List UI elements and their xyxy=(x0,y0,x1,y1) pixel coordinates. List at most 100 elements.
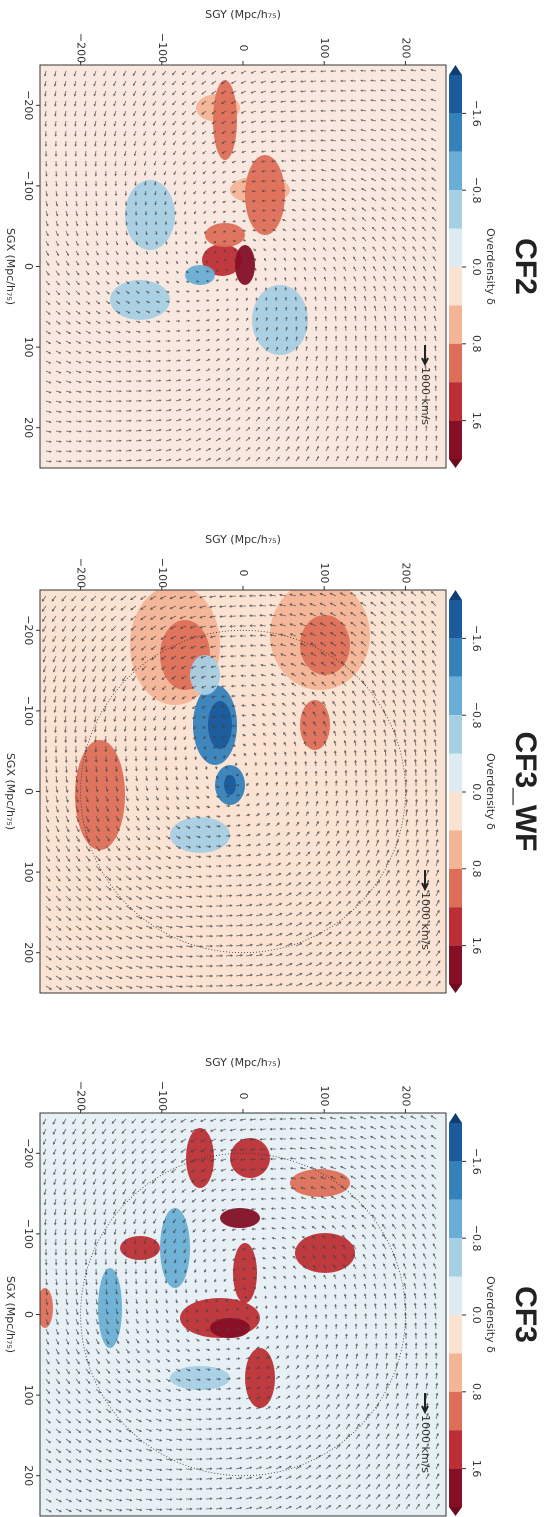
y-tick-label: 200 xyxy=(399,563,412,584)
colorbar-bin xyxy=(449,830,462,869)
density-blob xyxy=(98,1268,122,1348)
colorbar-bin xyxy=(449,113,462,152)
y-tick-label: 100 xyxy=(318,563,331,584)
y-axis-label: SGY (Mpc/h₇₅) xyxy=(205,533,281,546)
y-tick-label: −200 xyxy=(75,33,88,63)
colorbar-label: Overdensity δ xyxy=(484,753,497,830)
y-tick-label: −200 xyxy=(75,558,88,588)
density-blob xyxy=(170,817,230,853)
density-blob xyxy=(125,180,175,250)
density-blob xyxy=(213,80,237,160)
x-tick-label: 0 xyxy=(22,788,35,795)
y-tick-label: 0 xyxy=(237,570,250,577)
density-blob xyxy=(205,223,245,247)
colorbar-label: Overdensity δ xyxy=(484,1276,497,1353)
colorbar-bin xyxy=(449,1161,462,1200)
density-blob xyxy=(233,1243,257,1303)
colorbar-tick-label: 1.6 xyxy=(470,1460,483,1478)
colorbar-bin xyxy=(449,868,462,908)
y-tick-label: −200 xyxy=(75,1081,88,1111)
colorbar-extend xyxy=(449,590,462,600)
x-tick-label: 0 xyxy=(22,263,35,270)
colorbar-bin xyxy=(449,945,462,984)
x-tick-label: 200 xyxy=(22,1465,35,1486)
colorbar-tick-label: 1.6 xyxy=(470,412,483,430)
velocity-arrows xyxy=(41,591,441,990)
colorbar-bin xyxy=(449,420,462,459)
colorbar-tick-label: 0.0 xyxy=(470,783,483,801)
density-blob xyxy=(185,265,215,285)
density-blob xyxy=(110,280,170,320)
density-blob xyxy=(295,1233,355,1273)
panel-title: CF3_WF xyxy=(509,732,542,852)
colorbar-bin xyxy=(449,151,462,191)
density-blob xyxy=(224,775,236,795)
panel: −200 −100 0 100 200 −200 −100 0 100 200 SGY (Mpc/h… xyxy=(4,1056,542,1517)
density-blob xyxy=(245,155,285,235)
y-tick-label: 0 xyxy=(237,45,250,52)
colorbar-bin xyxy=(449,1276,462,1315)
x-axis-label: SGX (Mpc/h₇₅) xyxy=(4,1276,17,1353)
survey-circle xyxy=(80,1152,406,1477)
colorbar-bin xyxy=(449,190,462,229)
colorbar-extend xyxy=(449,459,462,468)
x-tick-label: −100 xyxy=(22,171,35,201)
colorbar-bin xyxy=(449,1430,462,1469)
survey-circle xyxy=(80,629,406,954)
colorbar-bin xyxy=(449,600,462,639)
panel-title: CF3 xyxy=(509,1286,542,1343)
x-axis-label: SGX (Mpc/h₇₅) xyxy=(4,228,17,305)
density-blob xyxy=(170,1366,230,1390)
colorbar-bin xyxy=(449,343,462,383)
density-field xyxy=(41,590,441,990)
quiver-key-arrow xyxy=(421,345,429,367)
density-blob xyxy=(186,1128,214,1188)
density-blob xyxy=(202,244,242,276)
density-blob xyxy=(208,701,232,749)
density-blob xyxy=(40,1288,53,1328)
density-blob xyxy=(252,285,308,355)
colorbar-extend xyxy=(449,65,462,75)
density-blob xyxy=(245,1348,275,1408)
velocity-arrows xyxy=(42,1115,440,1513)
colorbar-bin xyxy=(449,1199,462,1239)
density-blob xyxy=(230,1138,270,1178)
colorbar-tick-label: −0.8 xyxy=(470,702,483,729)
y-tick-label: −100 xyxy=(156,1081,169,1111)
colorbar-tick-label: 1.6 xyxy=(470,937,483,955)
y-tick-label: 100 xyxy=(318,38,331,59)
colorbar-tick-label: −0.8 xyxy=(470,1225,483,1252)
colorbar-bin xyxy=(449,1391,462,1431)
x-tick-label: 100 xyxy=(22,862,35,883)
quiver-key-arrow xyxy=(421,870,429,892)
colorbar-bin xyxy=(449,715,462,754)
x-tick-label: −200 xyxy=(22,615,35,645)
density-blob xyxy=(75,740,125,850)
colorbar-bin xyxy=(449,1353,462,1392)
density-field xyxy=(43,68,438,463)
x-tick-label: 200 xyxy=(22,417,35,438)
colorbar-tick-label: 0.8 xyxy=(470,335,483,353)
colorbar-bin xyxy=(449,1468,462,1507)
colorbar-bin xyxy=(449,638,462,677)
y-tick-label: 0 xyxy=(237,1093,250,1100)
density-blob xyxy=(120,1236,160,1260)
colorbar-bin xyxy=(449,1315,462,1354)
colorbar-tick-label: 0.0 xyxy=(470,258,483,276)
colorbar-extend xyxy=(449,984,462,993)
x-tick-label: 100 xyxy=(22,337,35,358)
colorbar-bin xyxy=(449,907,462,946)
quiver-key-arrow xyxy=(421,1393,429,1415)
colorbar-tick-label: 0.8 xyxy=(470,1383,483,1401)
colorbar-bin xyxy=(449,267,462,306)
colorbar-tick-label: −1.6 xyxy=(470,100,483,127)
colorbar-extend xyxy=(449,1113,462,1123)
density-blob xyxy=(190,655,220,695)
density-blob xyxy=(290,1169,350,1197)
colorbar-tick-label: −1.6 xyxy=(470,625,483,652)
colorbar-bin xyxy=(449,305,462,344)
colorbar-bin xyxy=(449,382,462,421)
y-tick-label: 200 xyxy=(399,1086,412,1107)
y-axis-label: SGY (Mpc/h₇₅) xyxy=(205,1056,281,1069)
